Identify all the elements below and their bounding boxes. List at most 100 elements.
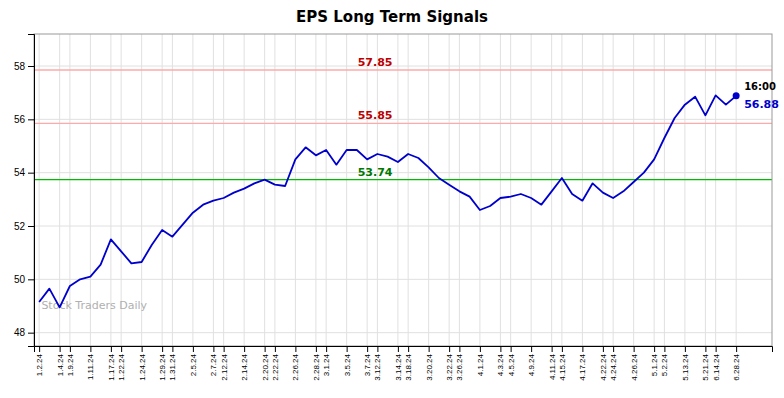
grid-line (295, 34, 296, 346)
tick: 3.1.24 (322, 346, 331, 376)
tick-mark (111, 346, 112, 352)
tick: 5.13.24 (681, 346, 690, 381)
tick: 4.15.24 (558, 346, 567, 381)
tick: 4.22.24 (599, 346, 608, 381)
tick-label: 2.14.24 (240, 353, 249, 380)
tick: 5.1.24 (650, 346, 659, 376)
tick-label: 56 (14, 114, 26, 125)
tick: 3.7.24 (363, 346, 372, 376)
tick-mark (28, 226, 34, 227)
tick: 1.31.24 (168, 346, 177, 381)
tick-label: 1.29.24 (158, 353, 167, 380)
tick-mark (326, 346, 327, 352)
tick-label: 4.22.24 (599, 353, 608, 380)
chart-svg: EPS Long Term SignalsStock Traders Daily… (0, 0, 784, 398)
tick-mark (213, 346, 214, 352)
tick-label: 1.31.24 (168, 353, 177, 380)
tick-label: 2.22.24 (271, 353, 280, 380)
tick-label: 54 (14, 167, 26, 178)
grid-line (449, 34, 450, 346)
tick: 4.11.24 (548, 346, 557, 380)
grid-line (736, 34, 737, 346)
tick: 4.17.24 (578, 346, 587, 381)
tick-mark (705, 346, 706, 352)
tick: 1.2.24 (35, 346, 44, 376)
tick-mark (142, 346, 143, 352)
reference-line (34, 179, 772, 180)
tick-label: 4.26.24 (630, 353, 639, 380)
grid-line (408, 34, 409, 346)
grid-line (315, 34, 316, 346)
watermark: Stock Traders Daily (41, 299, 147, 312)
tick-mark (408, 346, 409, 352)
tick-label: 4.3.24 (496, 353, 505, 376)
grid-line (34, 119, 772, 120)
grid-line (326, 34, 327, 346)
tick-label: 3.22.24 (445, 353, 454, 380)
tick-mark (511, 346, 512, 352)
tick-label: 2.20.24 (261, 353, 270, 380)
tick-mark (193, 346, 194, 352)
tick: 2.12.24 (220, 346, 229, 381)
tick: 3.12.24 (373, 346, 382, 381)
tick-mark (162, 346, 163, 352)
grid-line (346, 34, 347, 346)
tick-label: 52 (14, 221, 26, 232)
plot-frame (34, 34, 772, 346)
tick: 1.4.24 (56, 346, 65, 376)
tick-mark (500, 346, 501, 352)
tick-label: 2.28.24 (312, 353, 321, 380)
tick: 2.26.24 (291, 346, 300, 381)
tick-label: 4.5.24 (507, 353, 516, 376)
grid-line (602, 34, 603, 346)
tick-label: 4.15.24 (558, 353, 567, 380)
tick-mark (265, 346, 266, 352)
tick-mark (480, 346, 481, 352)
tick-mark (121, 346, 122, 352)
tick: 3.20.24 (425, 346, 434, 381)
tick: 4.3.24 (496, 346, 505, 376)
grid-line (613, 34, 614, 346)
grid-line (684, 34, 685, 346)
grid-line (561, 34, 562, 346)
tick-label: 58 (14, 61, 26, 72)
y-axis: 48 50 52 54 56 58 (14, 35, 35, 347)
tick-mark (28, 66, 34, 67)
tick-label: 5.2.24 (660, 353, 669, 376)
reference-label: 57.85 (358, 56, 393, 69)
grid-line (531, 34, 532, 346)
grid-line (428, 34, 429, 346)
grid-line (244, 34, 245, 346)
tick-label: 4.24.24 (609, 353, 618, 380)
tick: 54 (14, 167, 34, 178)
tick-label: 2.7.24 (209, 353, 218, 376)
tick-label: 48 (14, 327, 26, 338)
line (39, 95, 736, 307)
tick-label: 5.13.24 (681, 353, 690, 380)
tick-mark (28, 333, 34, 334)
tick-mark (28, 119, 34, 120)
tick-mark (449, 346, 450, 352)
tick-label: 3.26.24 (455, 353, 464, 380)
tick-mark (377, 346, 378, 352)
tick: 3.18.24 (404, 346, 413, 381)
tick-mark (613, 346, 614, 352)
last-point (733, 92, 740, 99)
reference-line (34, 69, 772, 70)
reference-line (34, 123, 772, 124)
tick: 52 (14, 221, 34, 232)
tick-mark (736, 346, 737, 352)
tick: 58 (14, 61, 34, 72)
tick-mark (716, 346, 717, 352)
tick-mark (28, 279, 34, 280)
x-axis: 1.2.241.4.241.9.241.11.241.17.241.22.241… (35, 346, 773, 381)
grid-line (39, 34, 40, 346)
tick-mark (531, 346, 532, 352)
tick-label: 4.1.24 (476, 353, 485, 376)
tick-mark (275, 346, 276, 352)
tick-label: 2.26.24 (291, 353, 300, 380)
tick-label: 50 (14, 274, 26, 285)
tick: 5.21.24 (701, 346, 710, 381)
tick: 4.9.24 (527, 346, 536, 376)
plot-area: Stock Traders Daily 48 50 52 54 56 58 1.2.24 1.4… (14, 34, 779, 381)
